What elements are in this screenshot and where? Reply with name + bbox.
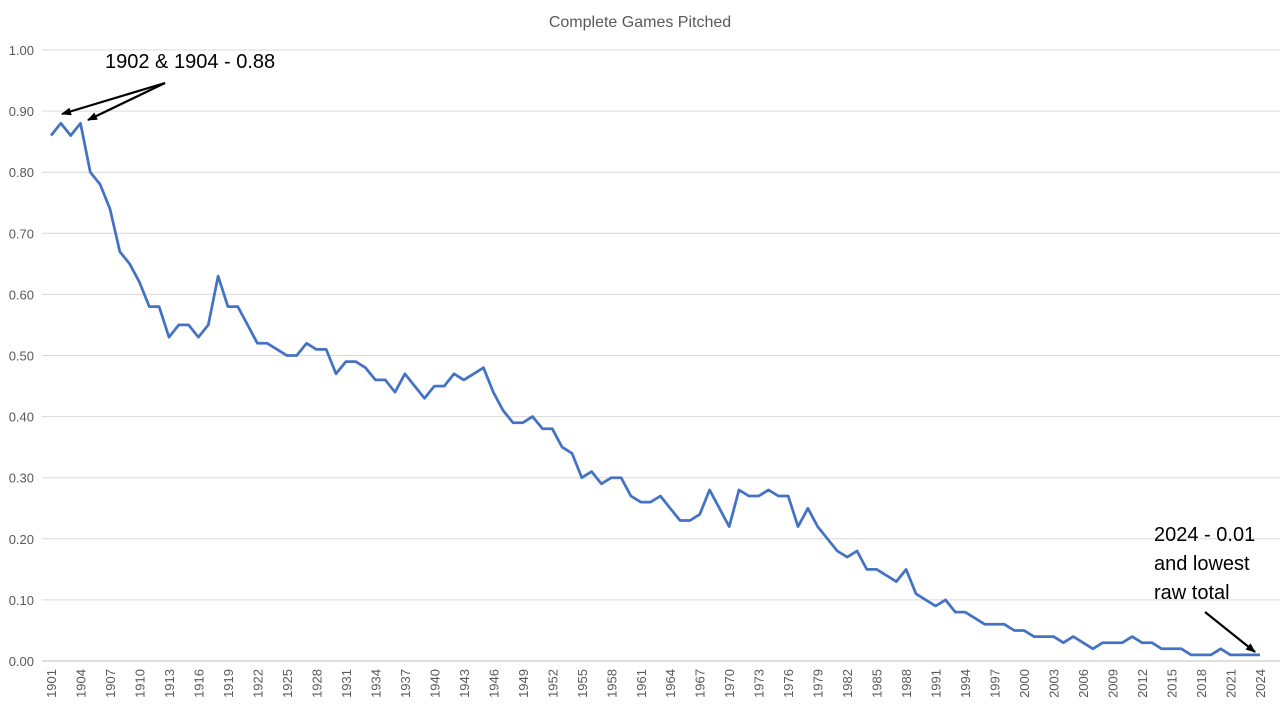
- annotation-peak: 1902 & 1904 - 0.88: [105, 51, 275, 73]
- x-axis-ticks: 1901 1904 1907 1910 1913 1916 1919 1922 1925 1928…: [44, 669, 1268, 698]
- series-line: [49, 121, 1261, 657]
- x-tick-label: 1994: [958, 669, 973, 698]
- x-tick-label: 2003: [1047, 669, 1062, 698]
- annotation-arrow: [1204, 611, 1256, 653]
- x-tick-label: 1958: [604, 669, 619, 698]
- y-tick-label: 0.50: [9, 349, 34, 364]
- x-tick-label: 2024: [1253, 669, 1268, 698]
- y-tick-label: 0.00: [9, 654, 34, 669]
- x-tick-label: 1940: [427, 669, 442, 698]
- x-tick-label: 2021: [1224, 669, 1239, 698]
- x-tick-label: 1973: [752, 669, 767, 698]
- y-tick-label: 0.10: [9, 593, 34, 608]
- x-tick-label: 1910: [132, 669, 147, 698]
- annotation-latest-line: and lowest: [1154, 553, 1250, 575]
- x-tick-label: 2015: [1165, 669, 1180, 698]
- x-tick-label: 1967: [693, 669, 708, 698]
- x-tick-label: 1952: [545, 669, 560, 698]
- y-tick-label: 0.30: [9, 471, 34, 486]
- series-line-path: [49, 121, 1260, 657]
- annotation-arrow: [87, 82, 166, 121]
- x-tick-label: 1928: [309, 669, 324, 698]
- y-tick-label: 0.70: [9, 226, 34, 241]
- x-tick-label: 1943: [457, 669, 472, 698]
- x-tick-label: 1955: [575, 669, 590, 698]
- x-tick-label: 1925: [280, 669, 295, 698]
- x-tick-label: 1946: [486, 669, 501, 698]
- chart-title: Complete Games Pitched: [549, 14, 731, 31]
- x-tick-label: 1919: [221, 669, 236, 698]
- x-tick-label: 1934: [368, 669, 383, 698]
- x-tick-label: 1907: [103, 669, 118, 698]
- x-tick-label: 1970: [722, 669, 737, 698]
- x-tick-label: 1988: [899, 669, 914, 698]
- annotations: 1902 & 1904 - 0.88 2024 - 0.01 and lowest r…: [61, 51, 1256, 653]
- annotation-arrow: [61, 81, 166, 116]
- x-tick-label: 2018: [1194, 669, 1209, 698]
- x-tick-label: 1949: [516, 669, 531, 698]
- x-tick-label: 1916: [191, 669, 206, 698]
- y-tick-label: 0.80: [9, 165, 34, 180]
- x-tick-label: 1991: [929, 669, 944, 698]
- y-axis-ticks: 0.00 0.10 0.20 0.30 0.40 0.50 0.60 0.70 0.80 0.90…: [9, 43, 34, 669]
- x-tick-label: 1937: [398, 669, 413, 698]
- x-tick-label: 1904: [73, 669, 88, 698]
- y-tick-label: 0.20: [9, 532, 34, 547]
- x-tick-label: 1997: [988, 669, 1003, 698]
- x-tick-label: 1979: [811, 669, 826, 698]
- x-tick-label: 1961: [634, 669, 649, 698]
- x-tick-label: 2009: [1106, 669, 1121, 698]
- x-tick-label: 1964: [663, 669, 678, 698]
- x-tick-label: 1982: [840, 669, 855, 698]
- x-tick-label: 1931: [339, 669, 354, 698]
- x-tick-label: 1922: [250, 669, 265, 698]
- x-tick-label: 2012: [1135, 669, 1150, 698]
- gridlines: [42, 49, 1280, 662]
- x-tick-label: 1901: [44, 669, 59, 698]
- x-tick-label: 2006: [1076, 669, 1091, 698]
- annotation-latest-line: 2024 - 0.01: [1154, 524, 1255, 546]
- x-tick-label: 2000: [1017, 669, 1032, 698]
- y-tick-label: 0.40: [9, 410, 34, 425]
- x-tick-label: 1913: [162, 669, 177, 698]
- y-tick-label: 1.00: [9, 43, 34, 58]
- x-tick-label: 1976: [781, 669, 796, 698]
- x-tick-label: 1985: [870, 669, 885, 698]
- y-tick-label: 0.90: [9, 104, 34, 119]
- y-tick-label: 0.60: [9, 287, 34, 302]
- annotation-latest-line: raw total: [1154, 582, 1230, 604]
